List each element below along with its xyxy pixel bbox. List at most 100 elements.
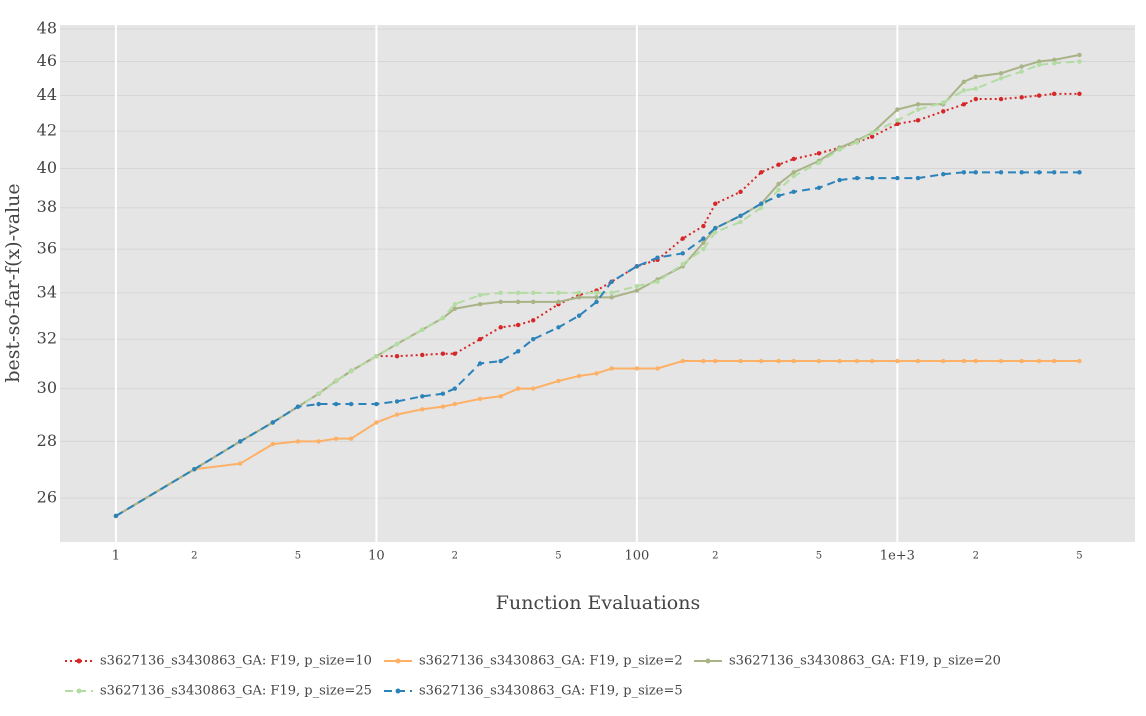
data-point xyxy=(998,358,1004,364)
x-tick-label: 2 xyxy=(452,551,458,562)
data-point xyxy=(973,96,978,102)
data-point xyxy=(961,79,967,84)
x-axis-title: Function Evaluations xyxy=(496,592,700,614)
data-point xyxy=(1019,64,1024,69)
data-point xyxy=(680,261,685,267)
data-point xyxy=(895,358,900,364)
data-point xyxy=(477,361,483,366)
data-point xyxy=(998,71,1004,76)
data-point xyxy=(452,386,458,391)
data-point xyxy=(440,315,446,321)
data-point xyxy=(477,301,483,307)
data-point xyxy=(713,201,718,206)
y-tick-label: 26 xyxy=(37,488,57,507)
data-point xyxy=(270,441,275,447)
data-point xyxy=(816,160,822,165)
data-point xyxy=(295,439,301,444)
y-tick-label: 40 xyxy=(37,158,57,177)
data-point xyxy=(1019,95,1024,100)
data-point xyxy=(1077,358,1082,364)
x-tick-label: 10 xyxy=(368,549,385,564)
data-point xyxy=(713,358,718,364)
data-point xyxy=(776,181,781,187)
legend-marker xyxy=(76,688,82,694)
data-point xyxy=(316,391,321,396)
x-tick-label: 2 xyxy=(712,551,718,562)
data-point xyxy=(869,175,875,181)
y-tick-label: 44 xyxy=(37,85,57,104)
data-point xyxy=(270,420,275,425)
data-point xyxy=(915,358,921,364)
data-point xyxy=(556,378,561,384)
data-point xyxy=(791,156,796,162)
data-point xyxy=(791,358,796,364)
data-point xyxy=(333,401,339,407)
legend-item: s3627136_s3430863_GA: F19, p_size=5 xyxy=(384,684,683,699)
data-point xyxy=(531,386,536,391)
data-point xyxy=(791,173,796,179)
data-point xyxy=(348,436,354,441)
data-point xyxy=(420,327,425,332)
data-point xyxy=(609,290,614,296)
data-point xyxy=(374,420,379,425)
data-point xyxy=(791,189,796,194)
data-point xyxy=(854,175,860,181)
data-point xyxy=(440,404,446,409)
data-point xyxy=(973,170,978,175)
legend-item: s3627136_s3430863_GA: F19, p_size=2 xyxy=(384,654,683,669)
data-point xyxy=(1036,170,1042,175)
data-point xyxy=(452,351,458,356)
data-point xyxy=(854,358,860,364)
data-point xyxy=(776,187,781,193)
data-point xyxy=(1077,91,1082,97)
data-point xyxy=(609,295,614,300)
x-tick-label: 5 xyxy=(1076,551,1082,562)
data-point xyxy=(680,358,685,364)
legend-label: s3627136_s3430863_GA: F19, p_size=10 xyxy=(100,654,372,669)
data-point xyxy=(515,386,521,391)
data-point xyxy=(515,290,521,296)
data-point xyxy=(655,255,660,260)
data-point xyxy=(701,236,706,241)
data-point xyxy=(680,251,685,256)
x-tick-label: 5 xyxy=(816,551,822,562)
data-point xyxy=(498,299,503,305)
data-point xyxy=(333,436,339,441)
series-line xyxy=(115,360,1080,517)
data-point xyxy=(1052,170,1057,175)
legend-label: s3627136_s3430863_GA: F19, p_size=20 xyxy=(729,654,1001,669)
data-point xyxy=(594,290,599,296)
legend-label: s3627136_s3430863_GA: F19, p_size=25 xyxy=(100,684,372,699)
y-tick-label: 42 xyxy=(37,121,57,140)
data-point xyxy=(973,358,978,364)
data-point xyxy=(1052,358,1057,364)
data-point xyxy=(634,366,640,371)
data-point xyxy=(1052,57,1057,63)
data-point xyxy=(634,288,640,293)
data-point xyxy=(837,358,842,364)
data-point xyxy=(941,100,946,105)
data-point xyxy=(738,213,743,219)
data-point xyxy=(113,513,119,519)
data-point xyxy=(1052,61,1057,66)
series-line xyxy=(115,60,1080,517)
data-point xyxy=(515,349,521,354)
x-tick-label: 5 xyxy=(295,551,301,562)
data-point xyxy=(776,162,781,167)
legend-item: s3627136_s3430863_GA: F19, p_size=25 xyxy=(65,684,372,699)
data-point xyxy=(295,404,301,409)
data-point xyxy=(895,175,900,181)
y-tick-label: 28 xyxy=(37,431,57,450)
data-point xyxy=(394,399,400,404)
legend-item: s3627136_s3430863_GA: F19, p_size=20 xyxy=(694,654,1001,669)
data-point xyxy=(680,236,685,241)
data-point xyxy=(316,401,321,407)
data-point xyxy=(420,407,425,412)
data-point xyxy=(941,358,946,364)
data-point xyxy=(869,130,875,136)
data-point xyxy=(348,368,354,374)
data-point xyxy=(758,205,764,210)
data-point xyxy=(895,107,900,112)
data-point xyxy=(348,401,354,407)
